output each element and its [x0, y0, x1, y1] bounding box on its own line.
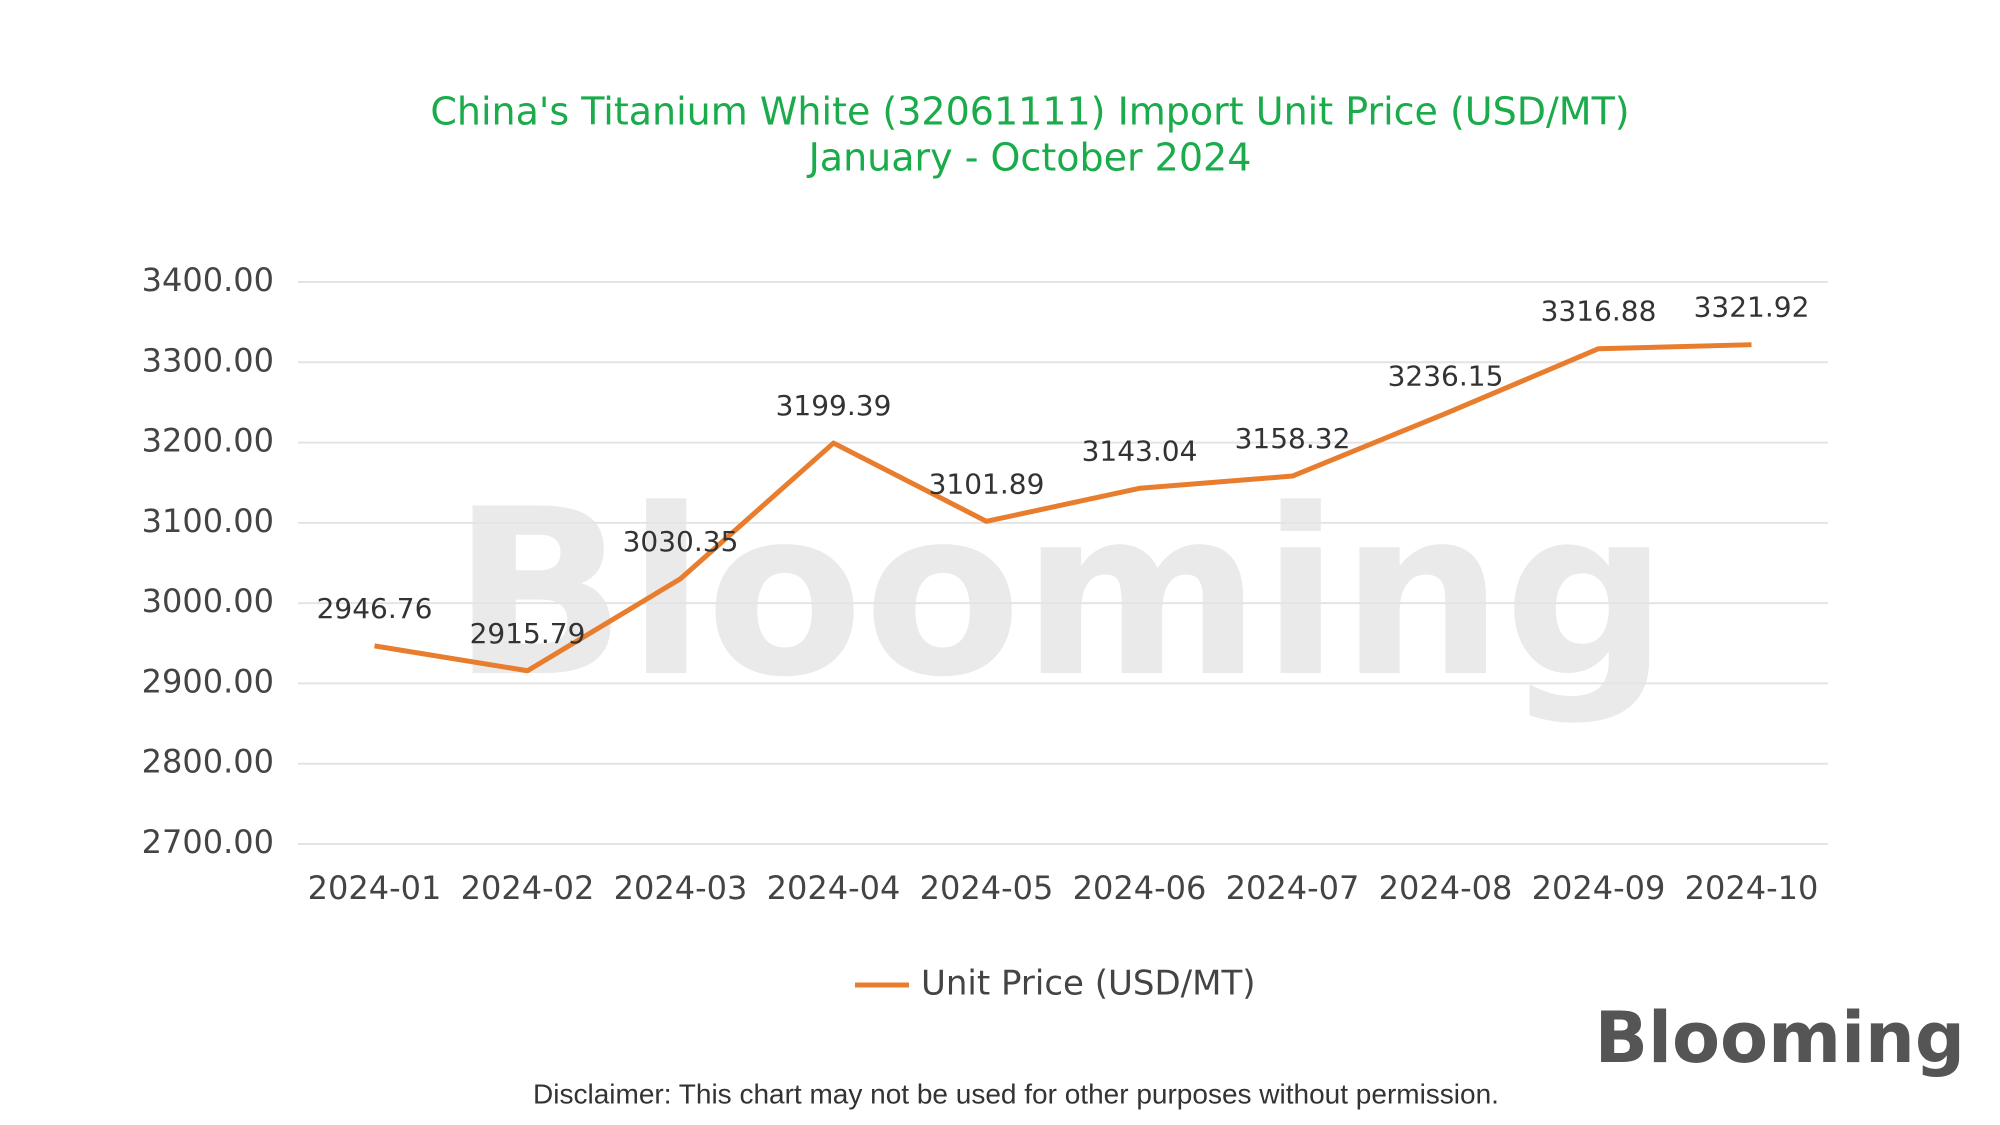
y-tick-label: 2900.00	[142, 662, 274, 700]
data-label: 3316.88	[1541, 295, 1657, 328]
x-tick-label: 2024-01	[308, 869, 442, 907]
x-tick-label: 2024-03	[614, 869, 748, 907]
data-label: 3236.15	[1388, 360, 1504, 393]
x-tick-label: 2024-06	[1073, 869, 1207, 907]
line-series	[374, 342, 1752, 674]
y-tick-label: 3000.00	[142, 582, 274, 620]
data-label: 2946.76	[317, 592, 433, 625]
logo: Blooming	[1595, 997, 1965, 1079]
data-label: 3158.32	[1235, 422, 1351, 455]
x-tick-label: 2024-04	[767, 869, 901, 907]
data-label: 3199.39	[776, 389, 892, 422]
x-tick-label: 2024-05	[920, 869, 1054, 907]
x-tick-label: 2024-08	[1379, 869, 1513, 907]
y-tick-label: 2700.00	[142, 823, 274, 861]
x-tick-label: 2024-02	[461, 869, 595, 907]
y-tick-label: 2800.00	[142, 743, 274, 781]
chart-subtitle: January - October 2024	[807, 136, 1252, 180]
y-tick-label: 3100.00	[142, 502, 274, 540]
data-label: 3321.92	[1694, 291, 1810, 324]
data-label: 2915.79	[470, 617, 586, 650]
x-tick-label: 2024-07	[1226, 869, 1360, 907]
y-tick-label: 3200.00	[142, 422, 274, 460]
disclaimer: Disclaimer: This chart may not be used f…	[533, 1078, 1499, 1109]
chart-title: China's Titanium White (32061111) Import…	[430, 90, 1629, 134]
data-label: 3143.04	[1082, 434, 1198, 467]
legend-label: Unit Price (USD/MT)	[921, 964, 1256, 1004]
x-tick-label: 2024-09	[1532, 869, 1666, 907]
y-tick-label: 3300.00	[142, 341, 274, 379]
data-label: 3030.35	[623, 525, 739, 558]
x-tick-label: 2024-10	[1685, 869, 1819, 907]
y-tick-label: 3400.00	[142, 261, 274, 299]
data-label: 3101.89	[929, 467, 1045, 500]
watermark: Blooming	[451, 461, 1668, 728]
